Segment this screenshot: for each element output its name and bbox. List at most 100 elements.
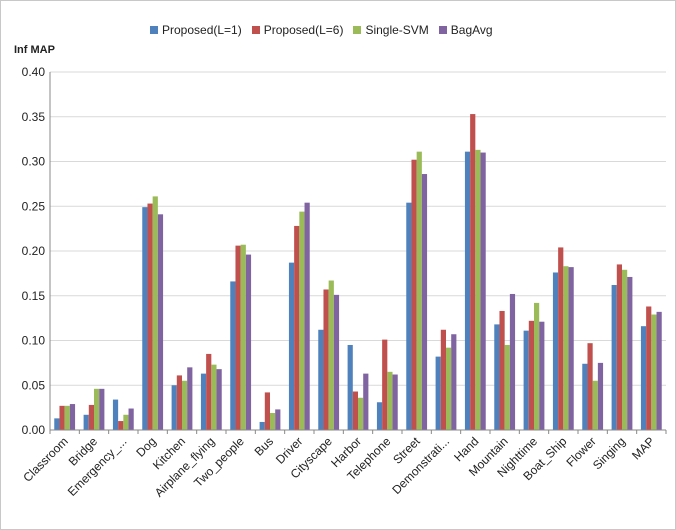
bar	[539, 321, 545, 430]
bar	[416, 151, 422, 430]
legend-item-bagavg: BagAvg	[438, 23, 493, 37]
bar	[318, 329, 324, 430]
bar	[118, 421, 124, 430]
bar	[528, 320, 534, 430]
bar	[552, 272, 559, 430]
bar	[464, 151, 471, 430]
bar	[347, 344, 353, 430]
bar	[597, 362, 604, 430]
y-tick-label: 0.20	[22, 244, 46, 258]
bar	[69, 404, 76, 430]
legend: Proposed(L=1) Proposed(L=6) Single-SVM B…	[150, 22, 503, 38]
bar	[640, 326, 647, 430]
bar	[216, 369, 222, 430]
bar	[142, 207, 148, 430]
bar	[211, 364, 217, 430]
y-tick-label: 0.10	[22, 334, 46, 348]
bar	[446, 347, 452, 430]
bar	[352, 391, 358, 430]
bar	[523, 330, 529, 430]
legend-label-bagavg: BagAvg	[450, 23, 493, 37]
y-tick-label: 0.25	[22, 199, 46, 213]
bar	[245, 254, 252, 430]
legend-swatch-proposed-l6	[251, 26, 260, 34]
bar	[470, 114, 476, 430]
legend-swatch-single-svm	[353, 26, 362, 34]
bar	[494, 324, 500, 430]
bar	[509, 293, 516, 430]
bar	[112, 399, 119, 430]
bar	[627, 276, 633, 430]
bar	[382, 339, 388, 430]
legend-item-proposed-l6: Proposed(L=6)	[251, 23, 343, 37]
y-axis-label: Inf MAP	[14, 44, 55, 56]
bar	[480, 152, 486, 431]
bar	[411, 159, 417, 430]
bar	[288, 262, 295, 430]
bar	[187, 367, 193, 430]
bar	[475, 149, 481, 431]
bar	[582, 363, 588, 430]
bar	[59, 405, 65, 430]
bar	[94, 388, 100, 430]
bar	[504, 344, 510, 430]
bar	[294, 225, 300, 430]
bar	[299, 211, 305, 430]
bar	[611, 285, 617, 430]
y-tick-label: 0.00	[22, 423, 46, 437]
bar	[123, 414, 129, 430]
bar	[622, 269, 628, 430]
bar	[182, 380, 188, 430]
bar	[387, 371, 393, 430]
y-tick-label: 0.05	[22, 378, 46, 392]
bar	[363, 373, 369, 430]
bar	[435, 356, 441, 430]
legend-swatch-bagavg	[438, 26, 447, 34]
bar	[421, 174, 428, 430]
bar	[240, 244, 246, 430]
bar	[592, 380, 598, 430]
bar	[499, 310, 505, 430]
bar	[157, 214, 164, 430]
x-tick-label: Singing	[590, 434, 628, 472]
bar	[54, 418, 60, 430]
bar	[206, 353, 212, 430]
bar	[451, 334, 457, 430]
bar	[83, 414, 89, 430]
axes	[49, 72, 667, 434]
bar	[406, 202, 412, 430]
bar	[563, 266, 569, 430]
y-tick-labels: 0.00 0.05 0.10 0.15 0.20 0.25 0.30 0.35 0.40	[22, 65, 46, 437]
bar	[358, 397, 364, 430]
bar	[558, 247, 564, 430]
bar	[656, 311, 662, 430]
bar	[568, 267, 574, 430]
bar	[230, 281, 236, 430]
bars	[54, 114, 662, 431]
bar	[646, 306, 652, 430]
bar	[259, 421, 265, 430]
bar	[88, 404, 94, 430]
bar	[651, 314, 657, 430]
bar	[200, 373, 207, 430]
bar	[235, 245, 241, 430]
x-tick-label: MAP	[629, 434, 657, 462]
legend-label-single-svm: Single-SVM	[365, 23, 429, 37]
bar	[534, 302, 540, 430]
bar	[147, 203, 153, 430]
legend-item-proposed-l1: Proposed(L=1)	[150, 23, 242, 37]
bar	[304, 202, 310, 430]
legend-item-single-svm: Single-SVM	[353, 23, 429, 37]
bar	[171, 385, 177, 430]
bar	[440, 329, 446, 430]
x-tick-label: Classroom	[20, 434, 70, 484]
y-tick-label: 0.35	[22, 110, 46, 124]
bar	[616, 264, 622, 430]
bar	[264, 392, 270, 430]
bar	[99, 388, 105, 430]
bar	[152, 196, 158, 430]
legend-label-proposed-l1: Proposed(L=1)	[162, 23, 242, 37]
bar	[275, 409, 281, 430]
bar	[333, 294, 340, 430]
